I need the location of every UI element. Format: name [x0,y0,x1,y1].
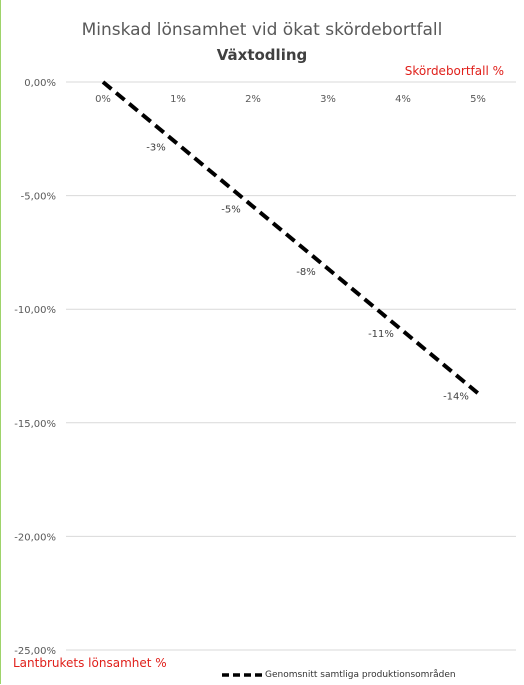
x-tick-label-5: 5% [470,94,486,105]
data-label-3: -11% [368,329,394,340]
legend-dashed-line-icon [222,673,262,677]
legend-entry-label: Genomsnitt samtliga produktionsområden [265,670,456,680]
data-label-0: -3% [146,142,165,153]
y-tick-label-4: -20,00% [14,532,56,543]
x-tick-label-2: 2% [245,94,261,105]
y-tick-label-3: -15,00% [14,419,56,430]
chart-title: Minskad lönsamhet vid ökat skördebortfal… [81,20,443,40]
data-label-4: -14% [443,391,469,402]
y-tick-label-1: -5,00% [21,192,56,203]
x-tick-label-4: 4% [395,94,411,105]
x-axis-title: Skördebortfall % [404,64,504,78]
legend[interactable]: Genomsnitt samtliga produktionsområden [222,670,456,680]
series-line-0 [101,80,480,395]
y-axis-title: Lantbrukets lönsamhet % [13,656,167,670]
data-label-2: -8% [296,267,315,278]
y-tick-label-5: -25,00% [14,646,56,657]
x-tick-label-3: 3% [320,94,336,105]
y-tick-label-0: 0,00% [24,78,56,89]
chart-subtitle: Växtodling [216,46,308,64]
data-label-1: -5% [221,205,240,216]
y-tick-label-2: -10,00% [14,305,56,316]
x-tick-label-0: 0% [95,94,111,105]
x-tick-label-1: 1% [170,94,186,105]
